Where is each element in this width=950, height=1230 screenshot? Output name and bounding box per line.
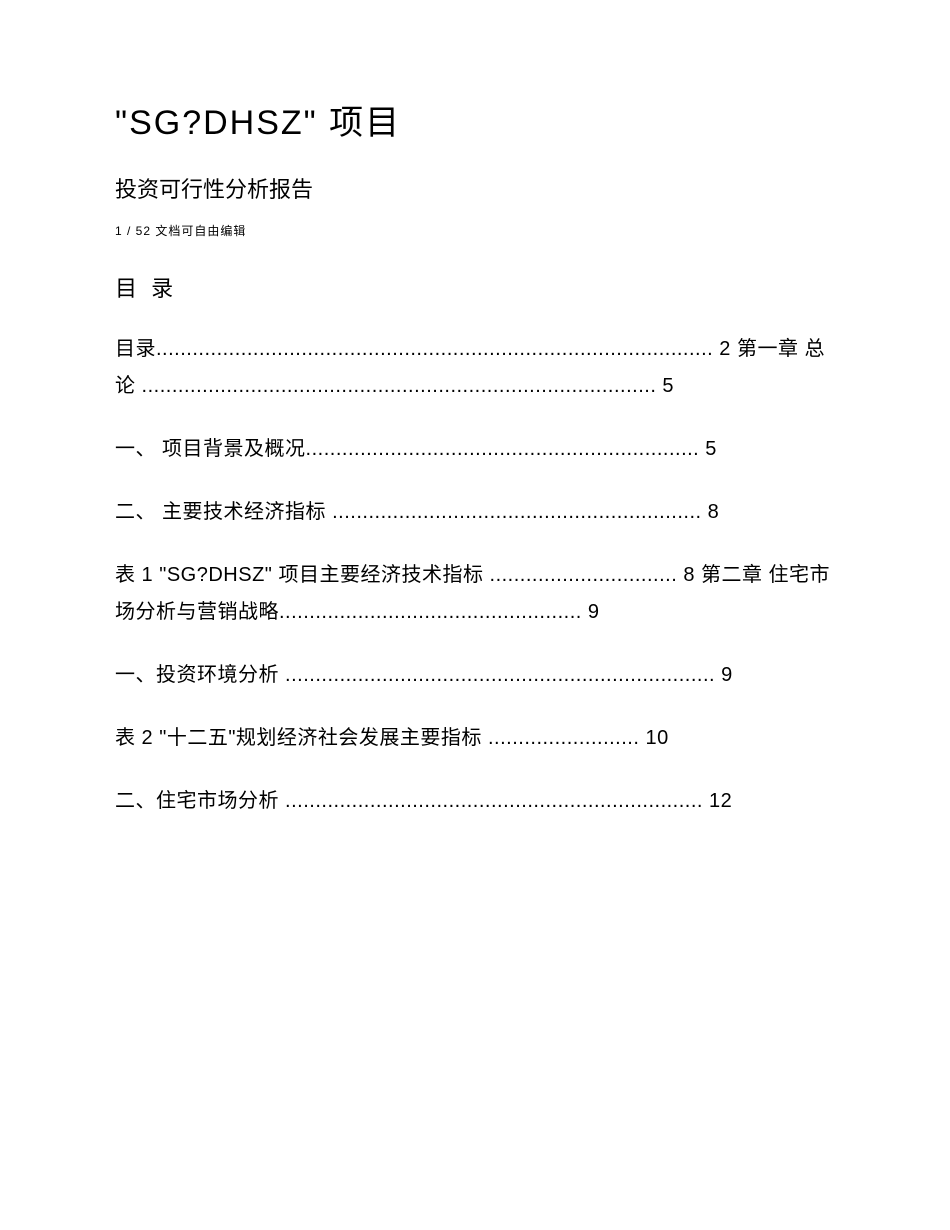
toc-entry: 二、住宅市场分析 ...............................… xyxy=(115,783,835,820)
document-subtitle: 投资可行性分析报告 xyxy=(115,172,835,204)
toc-entry: 二、 主要技术经济指标 ............................… xyxy=(115,494,835,531)
toc-entry: 目录......................................… xyxy=(115,331,835,405)
toc-entry: 表 2 "十二五"规划经济社会发展主要指标 ..................… xyxy=(115,720,835,757)
toc-heading: 目 录 xyxy=(115,271,835,303)
toc-entry: 一、投资环境分析 ...............................… xyxy=(115,657,835,694)
document-title: "SG?DHSZ" 项目 xyxy=(115,95,835,144)
page-meta: 1 / 52 文档可自由编辑 xyxy=(115,222,835,239)
toc-entry: 一、 项目背景及概况..............................… xyxy=(115,431,835,468)
toc-entry: 表 1 "SG?DHSZ" 项目主要经济技术指标 ...............… xyxy=(115,557,835,631)
